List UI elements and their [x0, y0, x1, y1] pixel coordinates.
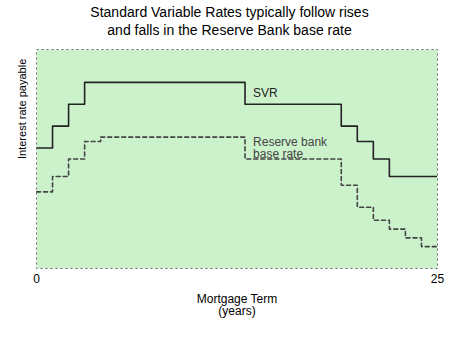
svg-text:25: 25	[431, 272, 445, 286]
svg-text:Mortgage Term(years): Mortgage Term(years)	[197, 292, 277, 318]
svg-text:0: 0	[33, 272, 40, 286]
svg-text:Reserve bankbase rate: Reserve bankbase rate	[253, 135, 328, 161]
svg-text:SVR: SVR	[253, 87, 278, 101]
svg-text:Interest rate payable: Interest rate payable	[16, 59, 28, 159]
html-text:Standard Variable Rates typica: Standard Variable Rates typically follow…	[90, 4, 369, 39]
